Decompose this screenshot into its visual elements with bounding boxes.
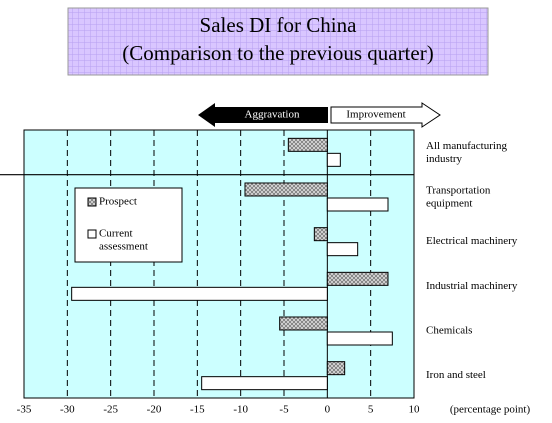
x-tick-label: -10 (233, 404, 248, 416)
chart-title: Sales DI for China (200, 13, 358, 37)
improvement-arrow (330, 102, 441, 128)
bar (326, 331, 393, 346)
bar (287, 137, 328, 152)
bar (326, 152, 341, 167)
bar (313, 227, 328, 242)
category-label: Chemicals (426, 325, 472, 337)
x-tick-label: -35 (17, 404, 32, 416)
x-tick-label: -5 (279, 404, 289, 416)
legend-label: Current assessment (99, 227, 148, 252)
category-label: All manufacturing industry (426, 139, 507, 164)
x-tick-label: 0 (325, 404, 331, 416)
x-tick-label: -20 (147, 404, 162, 416)
category-label: Transportation equipment (426, 184, 491, 209)
legend-swatch (87, 229, 97, 239)
bar (244, 182, 328, 197)
bar (71, 286, 328, 301)
bar (279, 316, 328, 331)
annotation: Aggravation (245, 109, 300, 121)
category-label: Electrical machinery (426, 235, 518, 247)
x-tick-label: -15 (190, 404, 205, 416)
plot-area (23, 129, 415, 399)
bar (326, 361, 346, 376)
x-tick-label: -30 (60, 404, 75, 416)
x-axis-label: (percentage point) (450, 404, 531, 416)
x-tick-label: 10 (409, 404, 421, 416)
bar (326, 197, 389, 212)
bar (326, 242, 359, 257)
x-tick-label: 5 (368, 404, 374, 416)
bar (201, 376, 328, 391)
category-label: Iron and steel (426, 369, 486, 381)
title-box (67, 7, 489, 76)
category-label: Industrial machinery (426, 280, 518, 292)
chart-subtitle: (Comparison to the previous quarter) (122, 41, 433, 65)
x-tick-label: -25 (103, 404, 118, 416)
legend-label: Prospect (99, 196, 137, 208)
bar (326, 271, 389, 286)
annotation: Improvement (346, 109, 405, 121)
legend-swatch (87, 197, 97, 207)
aggravation-arrow (198, 103, 328, 127)
